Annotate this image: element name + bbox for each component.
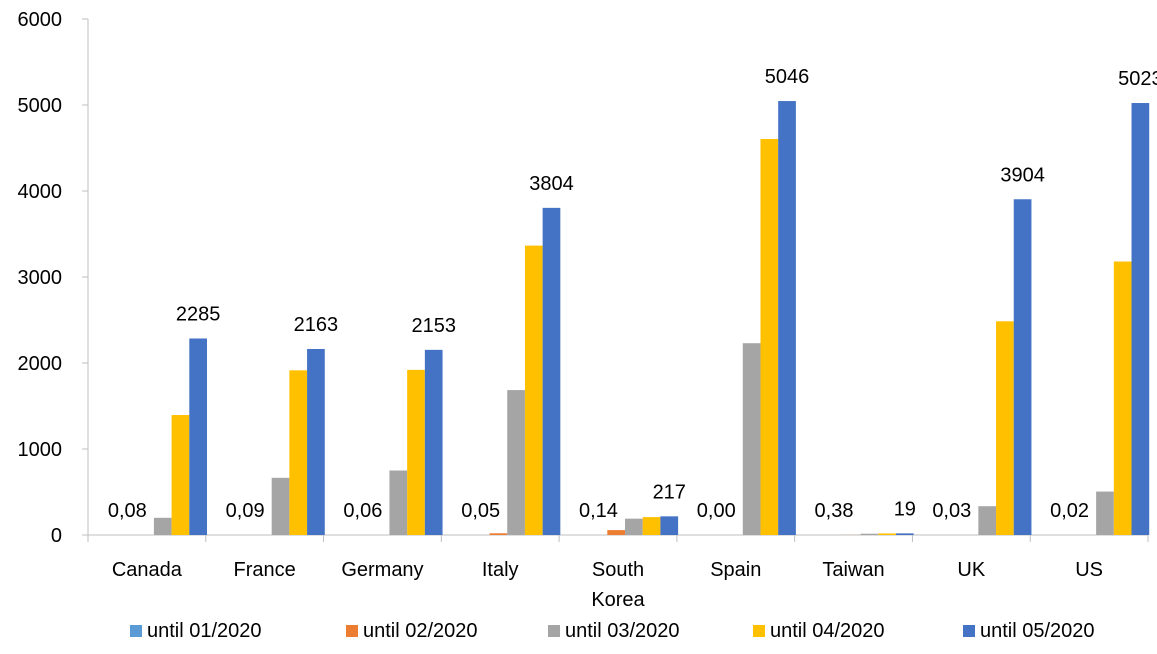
data-label-first-series: 0,06 xyxy=(343,500,382,522)
data-label-first-series: 0,08 xyxy=(108,500,147,522)
chart-data-labels: 0,08 0,09 0,06 0,05 0,14 0,00 0,38 0,03 0,02 2285… xyxy=(108,66,1157,522)
legend-swatch xyxy=(130,625,142,637)
legend-label: until 01/2020 xyxy=(147,620,262,642)
data-label-last-series: 2285 xyxy=(176,303,221,325)
bar-until-04-2020 xyxy=(760,138,779,535)
bar-until-05-2020 xyxy=(895,533,914,535)
x-tick-label: Korea xyxy=(591,589,645,611)
x-tick-label: South xyxy=(592,559,644,581)
data-label-last-series: 2163 xyxy=(294,314,339,336)
x-tick-label: Taiwan xyxy=(822,559,884,581)
bar-until-02-2020 xyxy=(607,530,626,535)
legend-label: until 03/2020 xyxy=(565,620,680,642)
chart-axes xyxy=(82,18,1149,542)
bar-until-03-2020 xyxy=(1096,491,1114,535)
y-tick-label: 0 xyxy=(51,525,62,547)
bar-until-03-2020 xyxy=(625,518,643,535)
legend-label: until 04/2020 xyxy=(770,620,885,642)
bar-until-05-2020 xyxy=(660,516,679,535)
x-tick-label: UK xyxy=(957,559,985,581)
data-label-last-series: 217 xyxy=(653,481,686,503)
legend-swatch xyxy=(548,625,560,637)
legend-label: until 02/2020 xyxy=(363,620,478,642)
y-tick-label: 1000 xyxy=(18,439,63,461)
data-label-first-series: 0,03 xyxy=(932,500,971,522)
bar-until-03-2020 xyxy=(389,470,408,535)
bar-until-04-2020 xyxy=(171,415,190,535)
bar-until-05-2020 xyxy=(424,349,443,535)
bar-until-03-2020 xyxy=(978,506,997,535)
y-tick-label: 3000 xyxy=(18,267,63,289)
bar-until-05-2020 xyxy=(307,348,325,535)
data-label-first-series: 0,00 xyxy=(697,500,736,522)
bar-until-04-2020 xyxy=(407,369,425,535)
chart-bars xyxy=(118,101,1150,536)
bar-until-05-2020 xyxy=(542,207,561,535)
bar-until-03-2020 xyxy=(742,343,761,535)
x-tick-label: Italy xyxy=(482,559,519,581)
bar-until-03-2020 xyxy=(271,477,290,535)
x-tick-label: US xyxy=(1075,559,1103,581)
x-tick-label: France xyxy=(234,559,296,581)
x-tick-label: Spain xyxy=(710,559,761,581)
bar-until-04-2020 xyxy=(289,370,308,535)
data-label-last-series: 19 xyxy=(894,498,916,520)
bar-until-03-2020 xyxy=(507,390,525,535)
y-axis-tick-labels: 0 1000 2000 3000 4000 5000 6000 xyxy=(18,9,63,547)
y-tick-label: 2000 xyxy=(18,353,63,375)
data-label-last-series: 2153 xyxy=(411,315,456,337)
bar-until-04-2020 xyxy=(1113,261,1132,535)
y-tick-label: 6000 xyxy=(18,9,63,31)
bar-until-04-2020 xyxy=(878,533,896,535)
data-label-last-series: 5046 xyxy=(765,66,810,88)
bar-until-05-2020 xyxy=(1013,199,1032,536)
bar-until-04-2020 xyxy=(524,245,543,536)
data-label-last-series: 3804 xyxy=(529,173,574,195)
bar-until-05-2020 xyxy=(189,338,207,535)
data-label-last-series: 5023 xyxy=(1118,68,1157,90)
data-label-first-series: 0,02 xyxy=(1050,500,1089,522)
legend-swatch xyxy=(346,625,358,637)
bar-until-05-2020 xyxy=(1131,103,1150,535)
x-axis-tick-labels: Canada France Germany Italy South Korea Spain T… xyxy=(112,559,1103,611)
data-label-first-series: 0,09 xyxy=(226,500,265,522)
chart-legend: until 01/2020 until 02/2020 until 03/2020 u… xyxy=(130,620,1095,642)
bar-until-03-2020 xyxy=(153,517,172,535)
bar-until-05-2020 xyxy=(778,101,796,535)
x-tick-label: Germany xyxy=(341,559,423,581)
data-label-first-series: 0,14 xyxy=(579,500,618,522)
x-tick-label: Canada xyxy=(112,559,183,581)
bar-until-02-2020 xyxy=(489,533,508,535)
legend-swatch xyxy=(753,625,765,637)
bar-until-03-2020 xyxy=(860,533,879,535)
y-tick-label: 4000 xyxy=(18,181,63,203)
y-tick-label: 5000 xyxy=(18,95,63,117)
legend-label: until 05/2020 xyxy=(980,620,1095,642)
data-label-first-series: 0,38 xyxy=(815,500,854,522)
bar-until-04-2020 xyxy=(642,517,661,535)
data-label-last-series: 3904 xyxy=(1000,164,1045,186)
data-label-first-series: 0,05 xyxy=(461,500,500,522)
legend-swatch xyxy=(963,625,975,637)
bar-until-04-2020 xyxy=(996,321,1014,535)
